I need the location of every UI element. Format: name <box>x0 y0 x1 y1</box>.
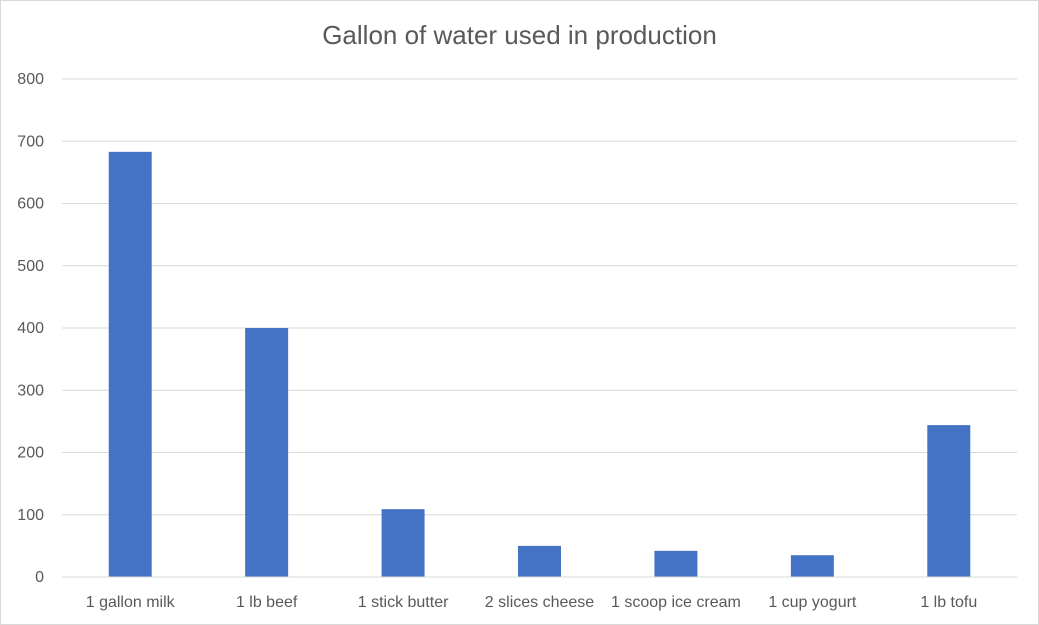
y-tick-label: 100 <box>17 507 44 524</box>
y-tick-label: 200 <box>17 445 44 462</box>
y-tick-label: 300 <box>17 382 44 399</box>
y-tick-label: 600 <box>17 196 44 213</box>
x-tick-label: 1 scoop ice cream <box>611 594 741 611</box>
chart-title: Gallon of water used in production <box>322 20 717 50</box>
x-tick-label: 1 lb tofu <box>920 594 977 611</box>
y-tick-label: 400 <box>17 320 44 337</box>
bar <box>381 509 425 577</box>
bar <box>654 550 698 577</box>
x-tick-label: 1 stick butter <box>358 594 449 611</box>
x-tick-label: 1 gallon milk <box>86 594 176 611</box>
y-tick-label: 800 <box>17 71 44 88</box>
y-tick-label: 500 <box>17 258 44 275</box>
bar <box>245 328 289 577</box>
y-tick-label: 0 <box>35 569 44 586</box>
x-axis-ticks: 1 gallon milk 1 lb beef 1 stick butter 2 sl… <box>62 576 1017 611</box>
bar <box>790 555 834 577</box>
bar <box>518 545 561 577</box>
x-tick-label: 2 slices cheese <box>485 594 594 611</box>
y-axis-ticks: 0 100 200 300 400 500 600 700 800 <box>17 71 44 586</box>
gridlines <box>62 78 1017 578</box>
bars <box>108 151 971 577</box>
x-tick-label: 1 cup yogurt <box>768 594 857 611</box>
bar <box>927 425 971 577</box>
y-tick-label: 700 <box>17 133 44 150</box>
bar <box>108 151 152 577</box>
x-tick-label: 1 lb beef <box>236 594 298 611</box>
